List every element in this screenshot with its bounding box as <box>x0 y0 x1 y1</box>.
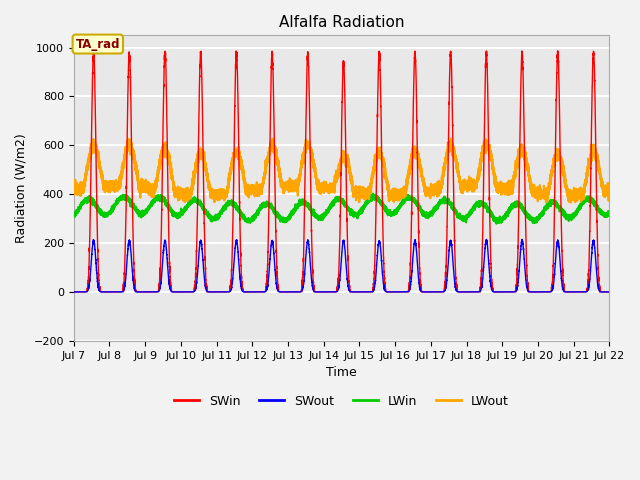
X-axis label: Time: Time <box>326 366 357 379</box>
Legend: SWin, SWout, LWin, LWout: SWin, SWout, LWin, LWout <box>169 390 514 413</box>
Y-axis label: Radiation (W/m2): Radiation (W/m2) <box>15 133 28 243</box>
Title: Alfalfa Radiation: Alfalfa Radiation <box>279 15 404 30</box>
Text: TA_rad: TA_rad <box>76 37 120 50</box>
